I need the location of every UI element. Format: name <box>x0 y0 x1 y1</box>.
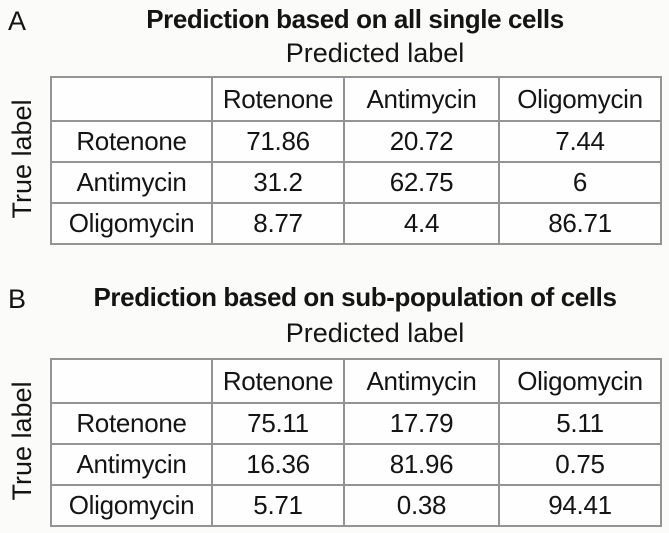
value-cell: 5.11 <box>498 402 662 445</box>
panel-a: A Prediction based on all single cells P… <box>0 0 669 260</box>
column-header-rotenone: Rotenone <box>211 358 345 404</box>
panel-a-true-axis-label: True label <box>7 99 37 219</box>
value-cell: 6 <box>498 161 662 204</box>
row-label-cell: Antimycin <box>50 161 213 204</box>
table-row: Rotenone 71.86 20.72 7.44 <box>50 120 662 163</box>
value-cell: 4.4 <box>343 202 500 245</box>
value-cell: 16.36 <box>211 443 345 486</box>
corner-empty-cell <box>50 76 213 122</box>
value-cell: 0.38 <box>343 484 500 527</box>
table-row: Oligomycin 5.71 0.38 94.41 <box>50 484 662 527</box>
value-cell: 86.71 <box>498 202 662 245</box>
panel-a-predicted-axis-label: Predicted label <box>285 38 465 68</box>
row-label-cell: Rotenone <box>50 402 213 445</box>
column-header-antimycin: Antimycin <box>343 76 500 122</box>
value-cell: 71.86 <box>211 120 345 163</box>
panel-b-true-axis-label: True label <box>7 381 37 501</box>
value-cell: 62.75 <box>343 161 500 204</box>
table-header-row: Rotenone Antimycin Oligomycin <box>50 358 662 404</box>
value-cell: 0.75 <box>498 443 662 486</box>
panel-b: B Prediction based on sub-population of … <box>0 278 669 533</box>
row-label-cell: Rotenone <box>50 120 213 163</box>
panel-a-confusion-table: Rotenone Antimycin Oligomycin Rotenone 7… <box>50 76 662 245</box>
value-cell: 75.11 <box>211 402 345 445</box>
row-label-cell: Oligomycin <box>50 484 213 527</box>
value-cell: 17.79 <box>343 402 500 445</box>
value-cell: 94.41 <box>498 484 662 527</box>
table-row: Rotenone 75.11 17.79 5.11 <box>50 402 662 445</box>
value-cell: 5.71 <box>211 484 345 527</box>
panel-b-predicted-axis-label: Predicted label <box>285 318 465 348</box>
panel-b-confusion-table: Rotenone Antimycin Oligomycin Rotenone 7… <box>50 358 662 527</box>
table-row: Antimycin 31.2 62.75 6 <box>50 161 662 204</box>
panel-b-title: Prediction based on sub-population of ce… <box>93 282 617 312</box>
column-header-oligomycin: Oligomycin <box>498 358 662 404</box>
value-cell: 8.77 <box>211 202 345 245</box>
column-header-oligomycin: Oligomycin <box>498 76 662 122</box>
row-label-cell: Antimycin <box>50 443 213 486</box>
column-header-antimycin: Antimycin <box>343 358 500 404</box>
table-header-row: Rotenone Antimycin Oligomycin <box>50 76 662 122</box>
value-cell: 31.2 <box>211 161 345 204</box>
panel-b-letter: B <box>8 284 27 314</box>
corner-empty-cell <box>50 358 213 404</box>
table-row: Oligomycin 8.77 4.4 86.71 <box>50 202 662 245</box>
panel-a-title: Prediction based on all single cells <box>146 4 564 34</box>
value-cell: 7.44 <box>498 120 662 163</box>
value-cell: 81.96 <box>343 443 500 486</box>
table-row: Antimycin 16.36 81.96 0.75 <box>50 443 662 486</box>
value-cell: 20.72 <box>343 120 500 163</box>
column-header-rotenone: Rotenone <box>211 76 345 122</box>
row-label-cell: Oligomycin <box>50 202 213 245</box>
panel-a-letter: A <box>8 6 27 36</box>
